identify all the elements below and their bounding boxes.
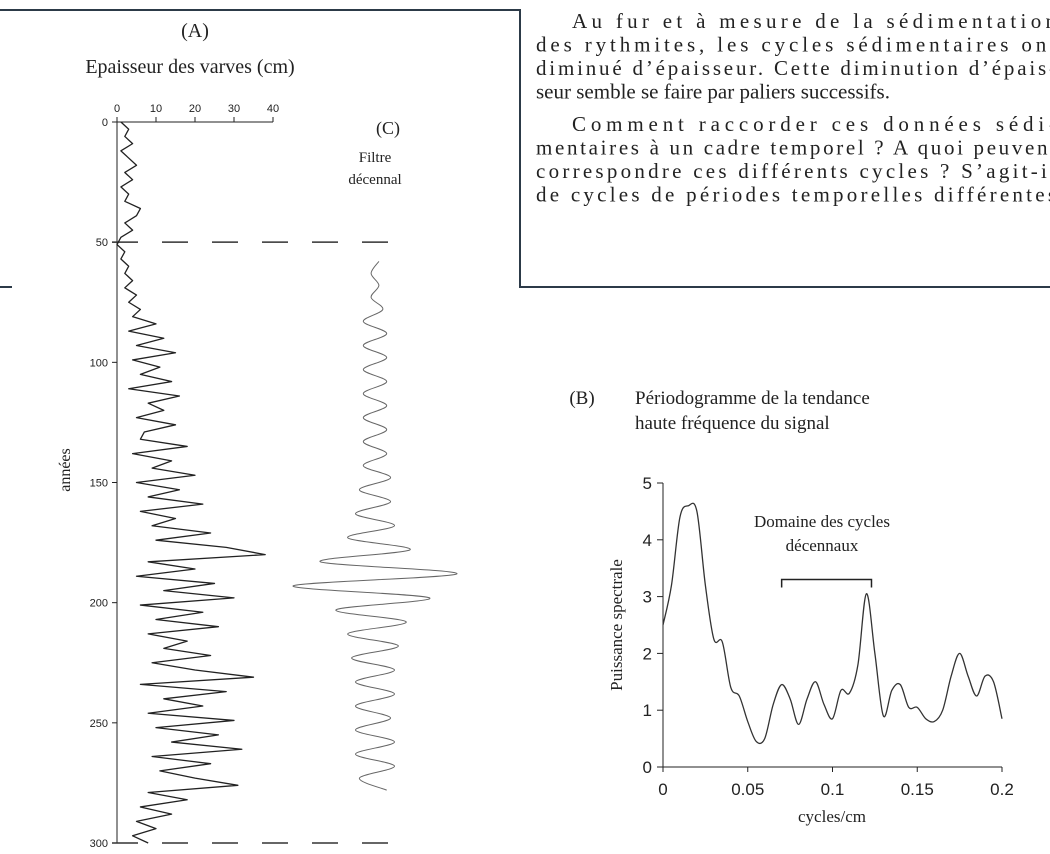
x-tick-label: 0.05 [731, 780, 764, 799]
y-tick-label: 1 [643, 701, 652, 720]
x-tick-label: 40 [267, 103, 279, 115]
y-tick-label: 5 [643, 474, 652, 493]
y-tick-label: 2 [643, 644, 652, 663]
chart-title: haute fréquence du signal [635, 413, 830, 434]
chart-title: Périodogramme de la tendance [635, 388, 870, 409]
chart-title: Filtre [359, 150, 392, 166]
x-tick-label: 0.15 [901, 780, 934, 799]
axis-title: cycles/cm [798, 807, 866, 826]
y-tick-label: 3 [643, 588, 652, 607]
y-tick-label: 4 [643, 531, 652, 550]
x-tick-label: 0 [658, 780, 667, 799]
body-text: mentaires à un cadre temporel ? A quoi p… [536, 136, 1050, 160]
chart-label: (B) [569, 388, 594, 409]
x-tick-label: 0.2 [990, 780, 1014, 799]
data-line [116, 121, 266, 844]
annotation: décennaux [786, 536, 859, 555]
x-tick-label: 30 [228, 103, 240, 115]
chart-title: Epaisseur des varves (cm) [85, 56, 294, 78]
y-tick-label: 250 [90, 718, 108, 730]
axis-title: Puissance spectrale [607, 559, 626, 691]
x-tick-label: 10 [150, 103, 162, 115]
chart-label: (C) [376, 118, 400, 139]
y-tick-label: 150 [90, 478, 108, 490]
x-tick-label: 0.1 [821, 780, 845, 799]
y-tick-label: 50 [96, 237, 108, 249]
y-tick-label: 300 [90, 838, 108, 850]
x-tick-label: 20 [189, 103, 201, 115]
body-text: de cycles de périodes temporelles différ… [536, 183, 1050, 207]
axis-title: années [57, 448, 74, 492]
chart-title: décennal [348, 172, 401, 188]
body-text: Comment raccorder ces données sédi- [572, 112, 1050, 136]
body-text: correspondre ces différents cycles ? S’a… [536, 159, 1050, 183]
chart-label: (A) [181, 20, 209, 42]
annotation: Domaine des cycles [754, 512, 890, 531]
data-line [292, 261, 458, 791]
body-text: seur semble se faire par paliers success… [536, 80, 890, 104]
y-tick-label: 100 [90, 357, 108, 369]
body-text: Au fur et à mesure de la sédimentation [572, 9, 1050, 33]
body-text: diminué d’épaisseur. Cette diminution d’… [536, 56, 1050, 80]
x-tick-label: 0 [114, 103, 120, 115]
y-tick-label: 0 [102, 117, 108, 129]
data-line [662, 502, 1003, 745]
annotation-bracket [780, 578, 873, 588]
frame [0, 9, 1050, 288]
y-tick-label: 200 [90, 598, 108, 610]
body-text: des rythmites, les cycles sédimentaires … [536, 33, 1050, 57]
y-tick-label: 0 [643, 758, 652, 777]
